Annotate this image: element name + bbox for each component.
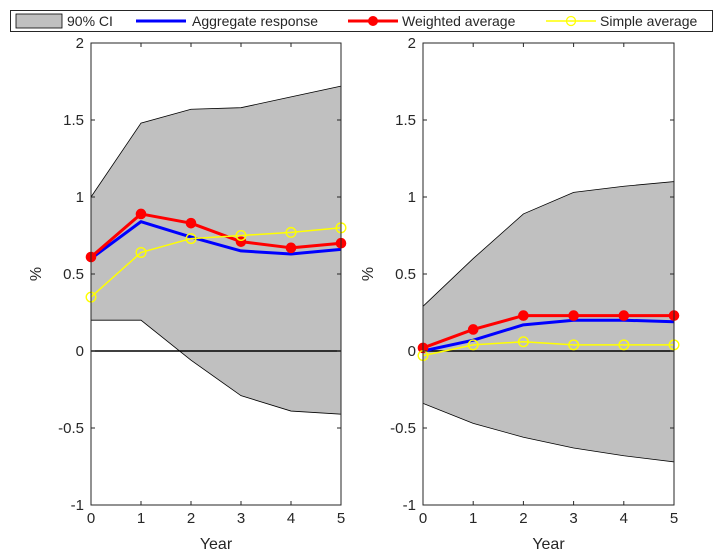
x-tick-label: 5	[670, 510, 678, 527]
point-simple-2	[185, 233, 197, 245]
legend: 90% CI Aggregate response Weighted average…	[10, 10, 713, 32]
y-tick-label: -0.5	[390, 420, 416, 437]
point-weighted-2	[185, 217, 197, 229]
series-line-aggregate	[422, 318, 675, 353]
y-tick-label: -1	[71, 497, 84, 514]
x-tick-label: 5	[337, 510, 345, 527]
y-tick-label: 2	[76, 35, 84, 52]
y-tick-label: 1.5	[63, 112, 84, 129]
y-axis-label: %	[360, 267, 377, 281]
legend-marker-weighted	[368, 16, 378, 26]
y-tick-label: -0.5	[58, 420, 84, 437]
point-weighted-3	[568, 310, 579, 321]
series-aggregate	[422, 318, 675, 353]
y-tick-label: 1	[408, 189, 416, 206]
y-tick-label: 1	[76, 189, 84, 206]
x-tick-label: 3	[237, 510, 245, 527]
point-weighted-1	[467, 324, 479, 335]
legend-label-simple: Simple average	[600, 13, 697, 29]
x-tick-label: 3	[569, 510, 577, 527]
y-tick-label: 0	[76, 343, 84, 360]
legend-swatch-ci	[15, 13, 63, 29]
x-tick-label: 0	[419, 510, 427, 527]
y-tick-label: 1.5	[395, 112, 416, 129]
legend-item-simple: Simple average	[546, 13, 697, 29]
x-tick-label: 1	[469, 510, 477, 527]
y-tick-label: 0.5	[63, 266, 84, 283]
point-weighted-1	[135, 208, 147, 220]
point-simple-4	[285, 226, 297, 238]
x-axis-label: Year	[200, 536, 233, 553]
x-tick-label: 4	[620, 510, 628, 527]
point-simple-3	[235, 229, 247, 241]
left-panel: 0 1 2 3 4 5 -1 -0.5 0 0.5 1 1.5 2 Year%	[28, 35, 347, 553]
series-simple	[85, 222, 347, 303]
series-simple	[417, 336, 680, 362]
x-tick-label: 1	[137, 510, 145, 527]
series-aggregate	[90, 220, 342, 260]
legend-marker-simple	[565, 15, 577, 27]
right-panel: 0 1 2 3 4 5 -1 -0.5 0 0.5 1 1.5 2 Year%	[360, 35, 680, 553]
legend-label-ci: 90% CI	[67, 13, 113, 29]
point-weighted-2	[518, 310, 529, 321]
point-simple-1	[467, 339, 479, 351]
point-simple-2	[517, 336, 529, 348]
series-line-simple	[90, 227, 342, 298]
point-weighted-4	[618, 310, 630, 321]
y-tick-label: 0.5	[395, 266, 416, 283]
point-weighted-4	[285, 242, 297, 254]
x-tick-label: 2	[519, 510, 527, 527]
legend-label-aggregate: Aggregate response	[192, 13, 318, 29]
y-axis-label: %	[28, 267, 45, 281]
y-tick-label: 0	[408, 343, 416, 360]
legend-item-ci: 90% CI	[15, 13, 113, 29]
legend-item-weighted: Weighted average	[348, 13, 516, 29]
x-tick-label: 0	[87, 510, 95, 527]
y-tick-label: -1	[403, 497, 416, 514]
series-line-simple	[422, 341, 674, 357]
series-weighted	[417, 310, 680, 354]
x-tick-label: 4	[287, 510, 295, 527]
series-line-weighted	[90, 212, 342, 259]
point-simple-1	[135, 246, 147, 258]
series-line-aggregate	[90, 220, 342, 260]
legend-item-aggregate: Aggregate response	[136, 13, 318, 29]
y-tick-label: 2	[408, 35, 416, 52]
legend-label-weighted: Weighted average	[402, 13, 516, 29]
x-tick-label: 2	[187, 510, 195, 527]
series-line-weighted	[422, 314, 674, 350]
point-simple-3	[568, 339, 580, 351]
x-axis-label: Year	[532, 536, 565, 553]
point-simple-4	[618, 339, 630, 351]
